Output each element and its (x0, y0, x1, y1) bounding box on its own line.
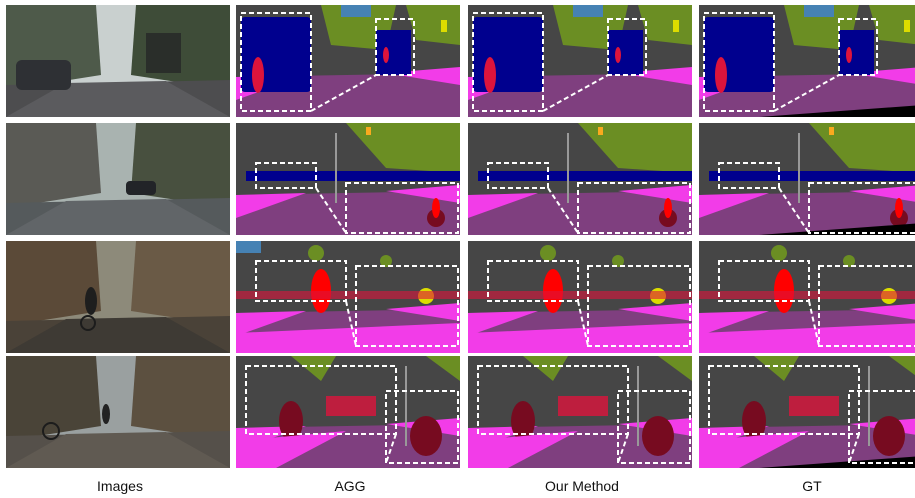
gt-row-1-panel (699, 5, 915, 117)
column-label-gt: GT (802, 478, 822, 494)
our-method-row-2-image (468, 123, 692, 235)
images-row-4-image (6, 356, 230, 468)
agg-row-1-panel (236, 5, 460, 117)
images-row-2-image (6, 123, 230, 235)
our-method-row-4-image (468, 356, 692, 468)
column-label-agg: AGG (334, 478, 366, 494)
agg-row-4-image (236, 356, 460, 468)
images-row-1-image (6, 5, 230, 117)
agg-row-4-panel (236, 356, 460, 468)
gt-row-3-image (699, 241, 915, 353)
gt-row-2-panel (699, 123, 915, 235)
gt-row-4-image (699, 356, 915, 468)
our-method-row-1-image (468, 5, 692, 117)
agg-row-3-image (236, 241, 460, 353)
our-method-row-3-panel (468, 241, 692, 353)
our-method-row-3-image (468, 241, 692, 353)
agg-row-2-image (236, 123, 460, 235)
agg-row-3-panel (236, 241, 460, 353)
gt-row-2-image (699, 123, 915, 235)
images-row-2-panel (6, 123, 230, 235)
our-method-row-2-panel (468, 123, 692, 235)
gt-row-3-panel (699, 241, 915, 353)
our-method-row-4-panel (468, 356, 692, 468)
images-row-4-panel (6, 356, 230, 468)
images-row-3-panel (6, 241, 230, 353)
images-row-3-image (6, 241, 230, 353)
agg-row-2-panel (236, 123, 460, 235)
our-method-row-1-panel (468, 5, 692, 117)
column-label-images: Images (97, 478, 143, 494)
gt-row-4-panel (699, 356, 915, 468)
column-label-our-method: Our Method (545, 478, 619, 494)
images-row-1-panel (6, 5, 230, 117)
gt-row-1-image (699, 5, 915, 117)
figure-grid (6, 5, 915, 472)
agg-row-1-image (236, 5, 460, 117)
